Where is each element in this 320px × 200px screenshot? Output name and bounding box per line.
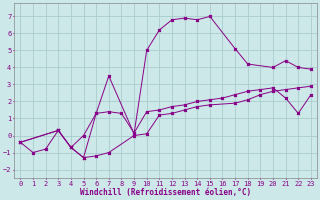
X-axis label: Windchill (Refroidissement éolien,°C): Windchill (Refroidissement éolien,°C) [80,188,251,197]
